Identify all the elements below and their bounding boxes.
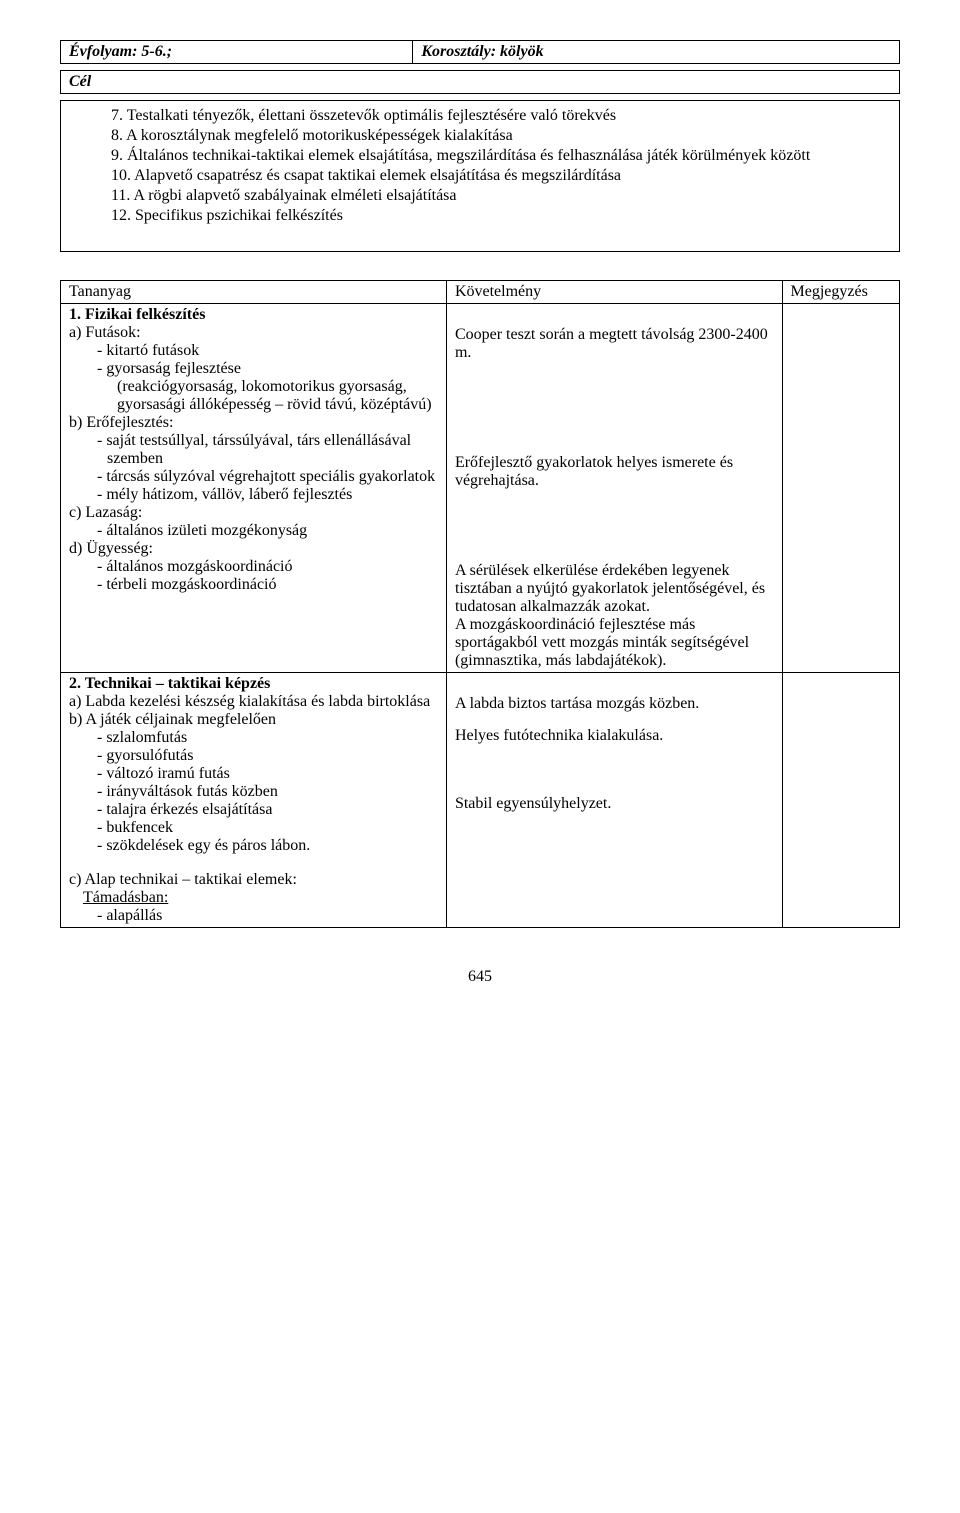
section2-b-list: szlalomfutás gyorsulófutás változó iramú… <box>69 729 438 855</box>
section2-c-label: c) Alap technikai – taktikai elemek: <box>69 871 438 889</box>
req-text: A sérülések elkerülése érdekében legyene… <box>455 562 774 616</box>
list-item: változó iramú futás <box>97 765 438 783</box>
section2-a-label: a) Labda kezelési készség kialakítása és… <box>69 693 438 711</box>
section2-kovetelmeny: A labda biztos tartása mozgás közben. He… <box>446 673 782 928</box>
section1-c-label: c) Lazaság: <box>69 504 438 522</box>
section1-a-label: a) Futások: <box>69 324 438 342</box>
list-item: tárcsás súlyzóval végrehajtott speciális… <box>97 468 438 486</box>
section1-b-list: saját testsúllyal, társsúlyával, társ el… <box>69 432 438 504</box>
list-item: bukfencek <box>97 819 438 837</box>
header-left: Évfolyam: 5-6.; <box>61 41 413 64</box>
list-item: irányváltások futás közben <box>97 783 438 801</box>
req-text: Stabil egyensúlyhelyzet. <box>455 795 774 813</box>
section1-tananyag: 1. Fizikai felkészítés a) Futások: kitar… <box>61 304 447 673</box>
section2-b-label: b) A játék céljainak megfelelően <box>69 711 438 729</box>
list-item: gyorsulófutás <box>97 747 438 765</box>
section2-c-list: alapállás <box>69 907 438 925</box>
cel-title: Cél <box>61 71 900 94</box>
header-table: Évfolyam: 5-6.; Korosztály: kölyök <box>60 40 900 64</box>
section1-d-label: d) Ügyesség: <box>69 540 438 558</box>
col-header-kovetelmeny: Követelmény <box>446 281 782 304</box>
req-text: A mozgáskoordináció fejlesztése más spor… <box>455 616 774 670</box>
section1-a-sub: (reakciógyorsaság, lokomotorikus gyorsas… <box>69 378 438 414</box>
col-header-megjegyzes: Megjegyzés <box>782 281 899 304</box>
list-item: alapállás <box>97 907 438 925</box>
list-item: gyorsaság fejlesztése <box>97 360 438 378</box>
header-right: Korosztály: kölyök <box>413 41 900 64</box>
list-item: saját testsúllyal, társsúlyával, társ el… <box>97 432 438 468</box>
section2-c-sub-label: Támadásban: <box>69 889 438 907</box>
section1-megjegyzes <box>782 304 899 673</box>
req-text: Helyes futótechnika kialakulása. <box>455 727 774 745</box>
list-item: térbeli mozgáskoordináció <box>97 576 438 594</box>
goal-item: 9. Általános technikai-taktikai elemek e… <box>111 147 879 165</box>
goals-table: 7. Testalkati tényezők, élettani összete… <box>60 100 900 252</box>
list-item: kitartó futások <box>97 342 438 360</box>
page-number: 645 <box>60 968 900 986</box>
goal-item: 7. Testalkati tényezők, élettani összete… <box>111 107 879 125</box>
req-text: Cooper teszt során a megtett távolság 23… <box>455 326 774 362</box>
col-header-tananyag: Tananyag <box>61 281 447 304</box>
list-item: szökdelések egy és páros lábon. <box>97 837 438 855</box>
section1-title: 1. Fizikai felkészítés <box>69 306 438 324</box>
list-item: talajra érkezés elsajátítása <box>97 801 438 819</box>
cel-table: Cél <box>60 70 900 94</box>
goal-item: 11. A rögbi alapvető szabályainak elméle… <box>111 187 879 205</box>
list-item: általános izületi mozgékonyság <box>97 522 438 540</box>
section2-megjegyzes <box>782 673 899 928</box>
section1-d-list: általános mozgáskoordináció térbeli mozg… <box>69 558 438 594</box>
section2-title: 2. Technikai – taktikai képzés <box>69 675 438 693</box>
section1-c-list: általános izületi mozgékonyság <box>69 522 438 540</box>
section1-kovetelmeny: Cooper teszt során a megtett távolság 23… <box>446 304 782 673</box>
goals-list: 7. Testalkati tényezők, élettani összete… <box>81 107 879 225</box>
req-text: Erőfejlesztő gyakorlatok helyes ismerete… <box>455 454 774 490</box>
req-text: A labda biztos tartása mozgás közben. <box>455 695 774 713</box>
content-table: Tananyag Követelmény Megjegyzés 1. Fizik… <box>60 280 900 928</box>
goal-item: 8. A korosztálynak megfelelő motorikuské… <box>111 127 879 145</box>
goal-item: 10. Alapvető csapatrész és csapat taktik… <box>111 167 879 185</box>
goal-item: 12. Specifikus pszichikai felkészítés <box>111 207 879 225</box>
list-item: mély hátizom, vállöv, láberő fejlesztés <box>97 486 438 504</box>
list-item: általános mozgáskoordináció <box>97 558 438 576</box>
section1-b-label: b) Erőfejlesztés: <box>69 414 438 432</box>
list-item: szlalomfutás <box>97 729 438 747</box>
section2-tananyag: 2. Technikai – taktikai képzés a) Labda … <box>61 673 447 928</box>
section1-a-list: kitartó futások gyorsaság fejlesztése <box>69 342 438 378</box>
